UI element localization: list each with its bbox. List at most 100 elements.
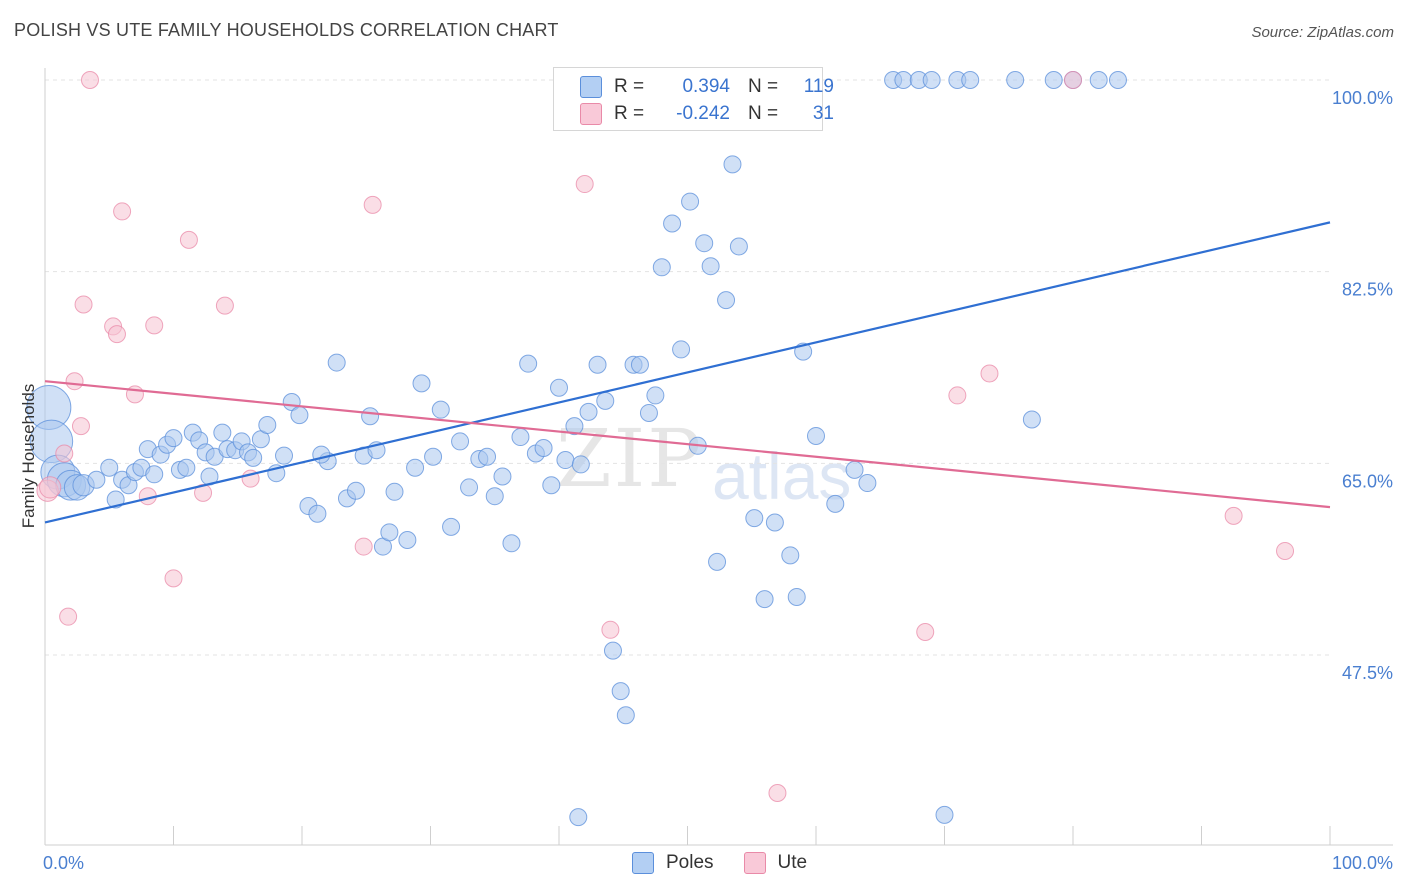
ute-point: [113, 202, 132, 221]
poles-point: [380, 523, 399, 542]
poles-point: [639, 403, 658, 422]
poles-point: [652, 258, 671, 277]
axis-labels: 47.5% 65.0% 82.5% 100.0% 0.0% 100.0% Family Ho…: [19, 88, 1393, 873]
ute-point: [1276, 541, 1295, 560]
poles-point: [164, 429, 183, 448]
poles-point: [755, 590, 774, 609]
ute-point: [179, 230, 198, 249]
poles-point: [244, 448, 263, 467]
poles-trend-line: [44, 221, 1331, 524]
trend-lines: [44, 221, 1331, 524]
ute-point: [1064, 71, 1082, 89]
ute-point: [145, 316, 164, 335]
poles-point: [550, 378, 568, 397]
poles-point: [451, 432, 470, 451]
poles-point: [361, 407, 380, 426]
poles-point: [717, 291, 736, 310]
poles-point: [478, 447, 497, 466]
poles-point: [894, 71, 913, 89]
poles-point: [312, 445, 331, 464]
poles-point: [672, 340, 691, 359]
ute-point: [65, 372, 84, 391]
poles-point: [213, 423, 232, 442]
n-label: N =: [748, 76, 779, 97]
ute-point: [1224, 506, 1243, 525]
x-tick-label: 100.0%: [1332, 853, 1393, 873]
poles-point: [616, 706, 635, 725]
poles-point: [858, 474, 877, 493]
poles-point: [646, 386, 665, 405]
poles-point: [571, 455, 590, 474]
poles-point: [424, 447, 443, 466]
legend-row-poles: R = 0.394 N = 119: [580, 74, 834, 100]
poles-point: [1108, 71, 1127, 89]
poles-point: [579, 402, 598, 421]
ute-point: [164, 569, 183, 588]
poles-n-value: 119: [803, 76, 834, 97]
poles-point: [87, 470, 106, 489]
poles-point: [588, 355, 607, 374]
poles-point: [327, 353, 346, 372]
ute-point: [71, 417, 90, 436]
poles-point: [807, 426, 825, 445]
y-tick-label: 65.0%: [1342, 471, 1393, 491]
ute-point: [39, 476, 62, 499]
ute-point: [107, 325, 126, 344]
poles-swatch: [580, 76, 602, 98]
r-label: R =: [614, 76, 645, 97]
ute-point: [575, 175, 594, 194]
n-label: N =: [748, 103, 779, 124]
poles-point: [290, 406, 309, 425]
ute-trend-line: [44, 380, 1331, 509]
poles-point: [431, 400, 450, 419]
poles-point: [258, 416, 277, 434]
poles-point: [630, 355, 649, 374]
ute-point: [59, 607, 78, 626]
poles-point: [1006, 71, 1025, 89]
y-tick-label: 100.0%: [1332, 88, 1393, 108]
ute-point: [80, 71, 99, 89]
poles-point: [556, 451, 575, 470]
ute-point: [215, 296, 234, 315]
poles-point: [534, 439, 553, 457]
ute-point: [948, 386, 967, 405]
poles-point: [1044, 71, 1063, 89]
poles-point: [100, 458, 119, 477]
y-tick-label: 47.5%: [1342, 663, 1393, 683]
x-tick-label: 0.0%: [43, 853, 84, 873]
poles-r-value: 0.394: [682, 76, 730, 97]
poles-point: [406, 458, 425, 477]
ute-point: [194, 483, 213, 502]
ute-legend-swatch: [743, 852, 766, 874]
ute-point: [768, 784, 787, 802]
poles-point: [708, 552, 727, 571]
ute-point: [354, 537, 373, 556]
ute-n-value: 31: [812, 103, 834, 124]
legend-row-ute: R = -0.242 N = 31: [580, 101, 834, 127]
y-axis-label: Family Households: [19, 384, 38, 529]
poles-point: [398, 531, 417, 549]
poles-point: [663, 214, 682, 233]
poles-point: [845, 460, 864, 479]
poles-point: [745, 509, 764, 528]
series-legend: Poles Ute: [632, 852, 837, 874]
ute-point: [55, 444, 74, 463]
poles-point: [502, 534, 521, 553]
r-label: R =: [614, 103, 645, 124]
poles-point: [460, 478, 479, 497]
poles-point: [493, 467, 512, 486]
ute-r-value: -0.242: [676, 103, 730, 124]
legend-item-poles: Poles: [632, 852, 714, 874]
poles-point: [346, 481, 365, 500]
poles-point: [781, 546, 800, 565]
poles-point: [1089, 71, 1108, 89]
poles-point: [565, 417, 584, 436]
y-tick-label: 82.5%: [1342, 280, 1393, 300]
chart-title: POLISH VS UTE FAMILY HOUSEHOLDS CORRELAT…: [14, 20, 559, 40]
poles-point: [961, 71, 980, 89]
poles-point: [681, 192, 700, 211]
poles-point: [569, 808, 588, 827]
poles-point: [511, 428, 530, 447]
poles-point: [308, 504, 327, 523]
poles-legend-label: Poles: [666, 852, 714, 873]
